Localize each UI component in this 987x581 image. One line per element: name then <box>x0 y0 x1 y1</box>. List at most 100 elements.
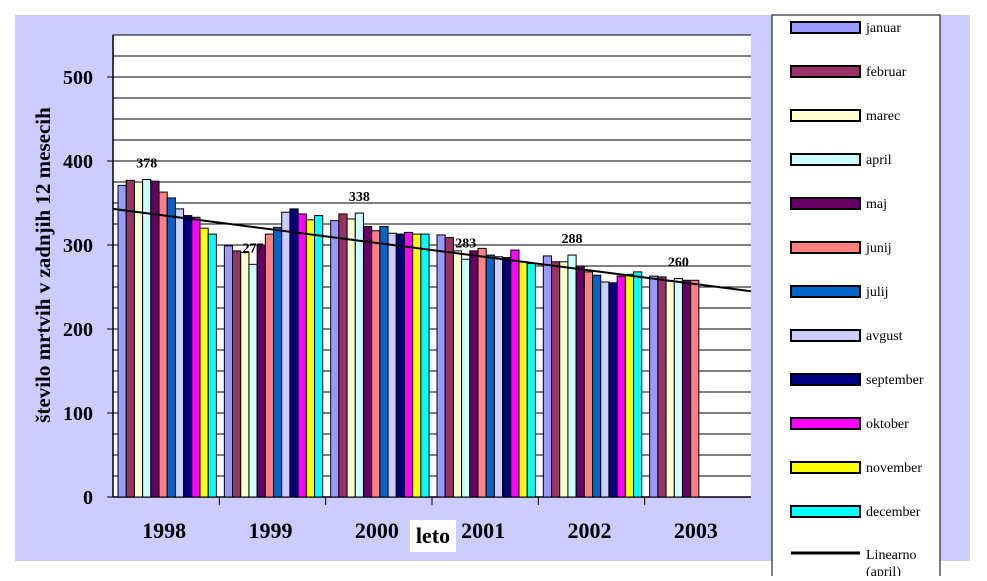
bar <box>665 280 675 498</box>
legend-swatch <box>790 197 861 210</box>
bar <box>542 255 553 498</box>
bar <box>461 258 471 498</box>
bar <box>191 216 201 498</box>
bar <box>395 233 405 498</box>
bar <box>681 279 692 498</box>
legend-swatch <box>790 285 861 298</box>
legend-label: december <box>866 505 921 520</box>
legend-label: maj <box>866 197 887 212</box>
bar <box>469 250 479 498</box>
bar <box>166 197 176 498</box>
legend-label: oktober <box>866 417 909 432</box>
bar <box>125 179 135 498</box>
bar <box>281 211 291 498</box>
x-tick-label: 2001 <box>461 518 505 543</box>
bar <box>133 181 144 498</box>
bar <box>673 278 683 498</box>
y-tick-label: 0 <box>83 487 93 509</box>
bar <box>371 230 381 498</box>
bar <box>624 273 635 498</box>
bar <box>362 226 373 498</box>
bar <box>305 219 316 498</box>
y-tick-label: 300 <box>63 235 93 257</box>
legend-swatch <box>790 65 861 78</box>
legend-swatch <box>790 505 861 518</box>
legend-label: avgust <box>866 329 903 344</box>
bar <box>477 247 487 498</box>
bar <box>600 281 610 498</box>
bar <box>649 275 659 498</box>
bar <box>502 257 512 498</box>
bar <box>436 234 446 498</box>
data-label: 260 <box>668 256 689 271</box>
legend-swatch <box>790 461 861 474</box>
x-tick-label: 2002 <box>568 518 612 543</box>
bar <box>510 249 520 498</box>
bar <box>240 252 250 498</box>
bar <box>583 271 594 498</box>
legend-swatch <box>790 21 861 34</box>
bar <box>117 184 127 498</box>
bar <box>575 265 585 498</box>
legend-swatch <box>790 153 861 166</box>
legend-swatch <box>790 241 861 254</box>
legend-label: januar <box>865 21 901 36</box>
bar <box>444 236 454 498</box>
bar <box>150 180 160 498</box>
y-tick-label: 100 <box>63 403 93 425</box>
bar <box>248 263 258 498</box>
bar <box>174 208 185 498</box>
bar <box>526 262 536 498</box>
bar <box>158 191 168 498</box>
bar <box>608 282 618 498</box>
legend-label: november <box>866 461 922 476</box>
bar <box>273 226 283 498</box>
bar <box>616 275 626 498</box>
y-axis-title: število mrtvih v zadnjih 12 mesecih <box>31 107 55 423</box>
x-tick-label: 2000 <box>355 518 399 543</box>
bar <box>592 274 602 498</box>
bar <box>690 279 700 498</box>
bar <box>452 250 463 498</box>
bar <box>387 232 397 498</box>
legend-swatch <box>790 109 861 122</box>
legend-label: julij <box>865 285 889 300</box>
bar <box>412 233 422 498</box>
legend-label: februar <box>866 65 907 80</box>
bar <box>338 213 348 498</box>
bar <box>518 261 528 498</box>
bar <box>330 220 340 498</box>
data-label: 283 <box>455 236 476 251</box>
y-tick-label: 400 <box>63 151 93 173</box>
data-label: 288 <box>562 232 583 247</box>
bar <box>297 213 307 498</box>
x-tick-label: 2003 <box>674 518 718 543</box>
legend-label: marec <box>866 109 900 124</box>
bar <box>493 256 504 498</box>
bar <box>183 215 193 498</box>
bar <box>232 250 242 498</box>
bar <box>256 244 266 498</box>
data-label: 338 <box>349 190 370 205</box>
bar <box>551 261 561 498</box>
legend-swatch <box>790 417 861 430</box>
bar <box>207 233 217 498</box>
bar <box>289 208 299 498</box>
x-axis-title-bg <box>410 520 456 552</box>
x-axis-title: leto <box>416 523 450 548</box>
data-label: 277 <box>243 241 264 256</box>
bar <box>264 233 275 498</box>
legend-swatch <box>790 329 861 342</box>
x-tick-label: 1998 <box>142 518 186 543</box>
bar <box>485 254 495 498</box>
x-tick-label: 1999 <box>249 518 293 543</box>
legend-swatch <box>790 373 861 386</box>
bar <box>403 231 414 498</box>
data-label: 378 <box>136 156 157 171</box>
bar <box>199 227 209 498</box>
y-tick-label: 500 <box>63 67 93 89</box>
bar <box>354 212 364 498</box>
bar <box>142 178 152 498</box>
